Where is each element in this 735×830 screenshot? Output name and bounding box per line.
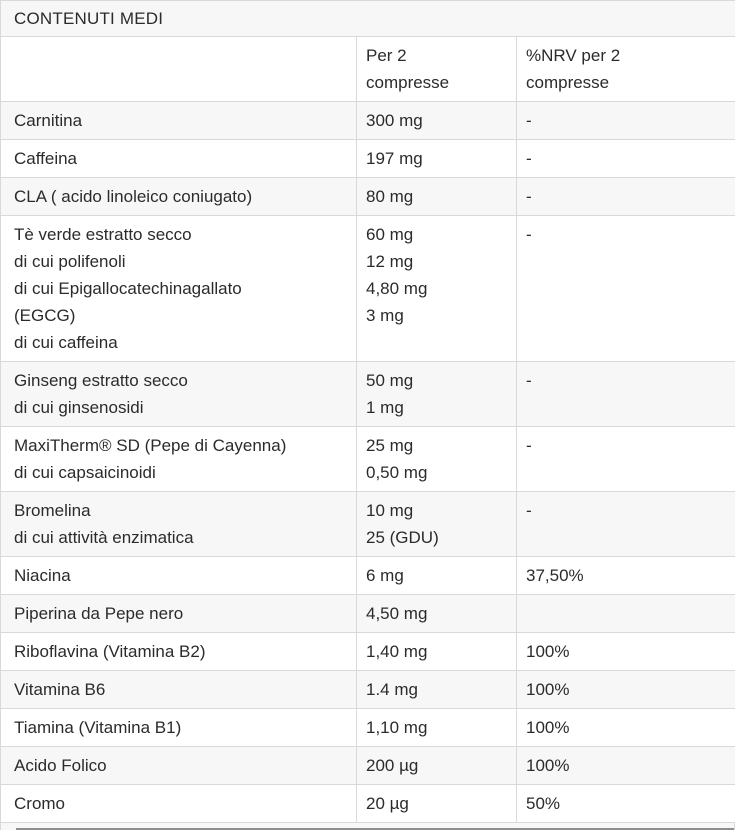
nrv-value-cell: 100% xyxy=(517,671,735,709)
table-title: CONTENUTI MEDI xyxy=(1,1,735,37)
nrv-value-cell: 100% xyxy=(517,709,735,747)
nrv-value-cell: 37,50% xyxy=(517,557,735,595)
ingredient-name-cell: Niacina xyxy=(1,557,357,595)
nrv-value-cell: - xyxy=(517,216,735,362)
per2-value-cell: 80 mg xyxy=(357,178,517,216)
ingredient-name-cell: Bromelina di cui attività enzimatica xyxy=(1,492,357,557)
nrv-value-cell: 50% xyxy=(517,785,735,823)
nrv-value-cell xyxy=(517,595,735,633)
ingredient-name-cell: Carnitina xyxy=(1,102,357,140)
nrv-value-cell: - xyxy=(517,362,735,427)
column-header-name xyxy=(1,37,357,102)
ingredient-name-cell: Acido Folico xyxy=(1,747,357,785)
per2-value-cell: 1,10 mg xyxy=(357,709,517,747)
ingredient-name-cell: Cromo xyxy=(1,785,357,823)
per2-value-cell: 1.4 mg xyxy=(357,671,517,709)
per2-value-cell: 10 mg 25 (GDU) xyxy=(357,492,517,557)
ingredient-name-cell: Riboflavina (Vitamina B2) xyxy=(1,633,357,671)
table-row: Ginseng estratto secco di cui ginsenosid… xyxy=(1,362,735,427)
table-head-section: CONTENUTI MEDI Per 2 compresse %NRV per … xyxy=(1,1,735,102)
per2-value-cell: 6 mg xyxy=(357,557,517,595)
ingredient-name-cell: Ginseng estratto secco di cui ginsenosid… xyxy=(1,362,357,427)
per2-value-cell: 1,40 mg xyxy=(357,633,517,671)
table-row: Tè verde estratto secco di cui polifenol… xyxy=(1,216,735,362)
ingredient-name-cell: Tiamina (Vitamina B1) xyxy=(1,709,357,747)
per2-value-cell: 20 µg xyxy=(357,785,517,823)
per2-value-cell: 4,50 mg xyxy=(357,595,517,633)
per2-value-cell: 300 mg xyxy=(357,102,517,140)
table-row: CLA ( acido linoleico coniugato)80 mg- xyxy=(1,178,735,216)
ingredient-name-cell: Caffeina xyxy=(1,140,357,178)
per2-value-cell: 60 mg 12 mg 4,80 mg 3 mg xyxy=(357,216,517,362)
per2-value-cell: 200 µg xyxy=(357,747,517,785)
column-header-per2: Per 2 compresse xyxy=(357,37,517,102)
per2-value-cell: 197 mg xyxy=(357,140,517,178)
column-header-nrv: %NRV per 2 compresse xyxy=(517,37,735,102)
nrv-value-cell: - xyxy=(517,492,735,557)
per2-value-cell: 50 mg 1 mg xyxy=(357,362,517,427)
ingredient-name-cell: Piperina da Pepe nero xyxy=(1,595,357,633)
ingredient-name-cell: Tè verde estratto secco di cui polifenol… xyxy=(1,216,357,362)
per2-value-cell: 25 mg 0,50 mg xyxy=(357,427,517,492)
table-title-row: CONTENUTI MEDI xyxy=(1,1,735,37)
nrv-value-cell: 100% xyxy=(517,633,735,671)
table-row: MaxiTherm® SD (Pepe di Cayenna) di cui c… xyxy=(1,427,735,492)
next-row-cutoff xyxy=(0,823,735,830)
nrv-value-cell: - xyxy=(517,140,735,178)
ingredient-name-cell: CLA ( acido linoleico coniugato) xyxy=(1,178,357,216)
nrv-value-cell: - xyxy=(517,102,735,140)
ingredient-name-cell: MaxiTherm® SD (Pepe di Cayenna) di cui c… xyxy=(1,427,357,492)
nrv-value-cell: - xyxy=(517,178,735,216)
ingredient-name-cell: Vitamina B6 xyxy=(1,671,357,709)
nrv-value-cell: - xyxy=(517,427,735,492)
column-header-row: Per 2 compresse %NRV per 2 compresse xyxy=(1,37,735,102)
nrv-value-cell: 100% xyxy=(517,747,735,785)
